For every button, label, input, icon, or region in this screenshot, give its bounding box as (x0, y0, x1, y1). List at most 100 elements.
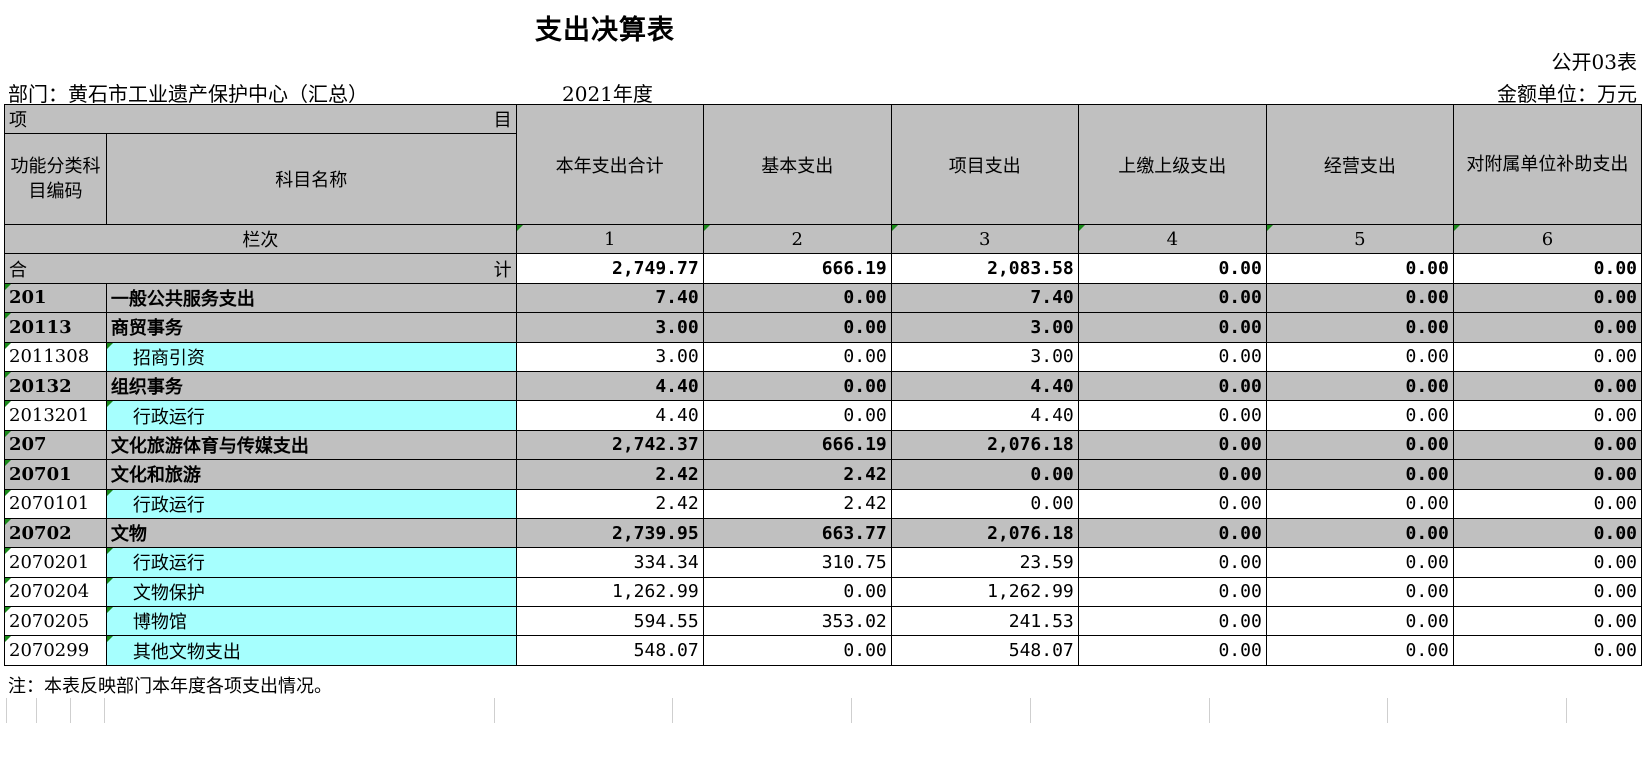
row-name-cell[interactable]: 组织事务 (105, 370, 517, 402)
col-num-4[interactable]: 4 (1077, 223, 1267, 255)
row-upper-cell[interactable]: 0.00 (1077, 370, 1267, 402)
row-project-cell[interactable]: 548.07 (890, 635, 1079, 666)
row-name-cell[interactable]: 文化和旅游 (105, 459, 517, 490)
row-name-cell[interactable]: 其他文物支出 (105, 635, 517, 666)
row-subsidy-cell[interactable]: 0.00 (1452, 547, 1643, 578)
row-code-cell[interactable]: 2070205 (4, 606, 107, 637)
row-business-cell[interactable]: 0.00 (1265, 370, 1454, 402)
row-basic-cell[interactable]: 2.42 (702, 488, 892, 519)
row-code-cell[interactable]: 2070204 (4, 576, 107, 608)
row-code-cell[interactable]: 201 (4, 282, 107, 314)
row-business-cell[interactable]: 0.00 (1265, 635, 1454, 666)
row-total-cell[interactable]: 7.40 (515, 282, 704, 314)
row-basic-cell[interactable]: 666.19 (702, 429, 892, 461)
row-basic-cell[interactable]: 0.00 (702, 576, 892, 608)
row-basic-cell[interactable]: 0.00 (702, 312, 892, 343)
row-project-cell[interactable]: 0.00 (890, 459, 1079, 490)
header-upper[interactable]: 上缴上级支出 (1077, 104, 1267, 225)
row-business-cell[interactable]: 0.00 (1265, 606, 1454, 637)
row-upper-cell[interactable]: 0.00 (1077, 547, 1267, 578)
row-subsidy-cell[interactable]: 0.00 (1452, 400, 1643, 431)
row-basic-cell[interactable]: 0.00 (702, 341, 892, 372)
row-total-cell[interactable]: 3.00 (515, 341, 704, 372)
row-business-cell[interactable]: 0.00 (1265, 429, 1454, 461)
row-basic-cell[interactable]: 310.75 (702, 547, 892, 578)
row-project-cell[interactable]: 3.00 (890, 312, 1079, 343)
row-business-cell[interactable]: 0.00 (1265, 459, 1454, 490)
row-business-cell[interactable]: 0.00 (1265, 488, 1454, 519)
row-business-cell[interactable]: 0.00 (1265, 400, 1454, 431)
row-basic-cell[interactable]: 0.00 (702, 635, 892, 666)
row-project-cell[interactable]: 2,076.18 (890, 429, 1079, 461)
header-code[interactable]: 功能分类科目编码 (4, 133, 107, 225)
row-name-cell[interactable]: 行政运行 (105, 547, 517, 578)
header-business[interactable]: 经营支出 (1265, 104, 1454, 225)
row-name-cell[interactable]: 文化旅游体育与传媒支出 (105, 429, 517, 461)
row-subsidy-cell[interactable]: 0.00 (1452, 488, 1643, 519)
row-basic-cell[interactable]: 0.00 (702, 282, 892, 314)
row-name-cell[interactable]: 文物保护 (105, 576, 517, 608)
sum-label-cell[interactable]: 合 计 (4, 253, 517, 284)
row-name-cell[interactable]: 文物 (105, 517, 517, 549)
row-upper-cell[interactable]: 0.00 (1077, 459, 1267, 490)
row-basic-cell[interactable]: 663.77 (702, 517, 892, 549)
row-project-cell[interactable]: 23.59 (890, 547, 1079, 578)
row-subsidy-cell[interactable]: 0.00 (1452, 576, 1643, 608)
row-project-cell[interactable]: 0.00 (890, 488, 1079, 519)
row-business-cell[interactable]: 0.00 (1265, 282, 1454, 314)
row-name-cell[interactable]: 一般公共服务支出 (105, 282, 517, 314)
row-total-cell[interactable]: 2,739.95 (515, 517, 704, 549)
row-code-cell[interactable]: 20132 (4, 370, 107, 402)
col-num-5[interactable]: 5 (1265, 223, 1454, 255)
row-project-cell[interactable]: 3.00 (890, 341, 1079, 372)
header-project[interactable]: 项目支出 (890, 104, 1079, 225)
row-upper-cell[interactable]: 0.00 (1077, 312, 1267, 343)
row-code-cell[interactable]: 2070201 (4, 547, 107, 578)
row-total-cell[interactable]: 4.40 (515, 370, 704, 402)
row-upper-cell[interactable]: 0.00 (1077, 429, 1267, 461)
row-subsidy-cell[interactable]: 0.00 (1452, 517, 1643, 549)
row-code-cell[interactable]: 2011308 (4, 341, 107, 372)
row-subsidy-cell[interactable]: 0.00 (1452, 341, 1643, 372)
row-total-cell[interactable]: 1,262.99 (515, 576, 704, 608)
sum-basic[interactable]: 666.19 (702, 253, 892, 284)
sum-upper[interactable]: 0.00 (1077, 253, 1267, 284)
row-code-cell[interactable]: 207 (4, 429, 107, 461)
row-code-cell[interactable]: 20702 (4, 517, 107, 549)
col-num-2[interactable]: 2 (702, 223, 892, 255)
row-upper-cell[interactable]: 0.00 (1077, 635, 1267, 666)
item-header-cell[interactable]: 项 目 (4, 104, 517, 134)
row-code-cell[interactable]: 2013201 (4, 400, 107, 431)
row-total-cell[interactable]: 2.42 (515, 459, 704, 490)
row-total-cell[interactable]: 334.34 (515, 547, 704, 578)
row-business-cell[interactable]: 0.00 (1265, 547, 1454, 578)
row-business-cell[interactable]: 0.00 (1265, 576, 1454, 608)
row-upper-cell[interactable]: 0.00 (1077, 400, 1267, 431)
row-basic-cell[interactable]: 2.42 (702, 459, 892, 490)
row-code-cell[interactable]: 20113 (4, 312, 107, 343)
row-code-cell[interactable]: 2070101 (4, 488, 107, 519)
row-upper-cell[interactable]: 0.00 (1077, 282, 1267, 314)
row-subsidy-cell[interactable]: 0.00 (1452, 312, 1643, 343)
row-total-cell[interactable]: 2.42 (515, 488, 704, 519)
row-name-cell[interactable]: 行政运行 (105, 488, 517, 519)
row-business-cell[interactable]: 0.00 (1265, 517, 1454, 549)
row-upper-cell[interactable]: 0.00 (1077, 488, 1267, 519)
col-num-3[interactable]: 3 (890, 223, 1079, 255)
row-basic-cell[interactable]: 0.00 (702, 400, 892, 431)
row-business-cell[interactable]: 0.00 (1265, 341, 1454, 372)
row-code-cell[interactable]: 2070299 (4, 635, 107, 666)
row-total-cell[interactable]: 548.07 (515, 635, 704, 666)
row-name-cell[interactable]: 商贸事务 (105, 312, 517, 343)
row-subsidy-cell[interactable]: 0.00 (1452, 370, 1643, 402)
row-name-cell[interactable]: 行政运行 (105, 400, 517, 431)
sum-total[interactable]: 2,749.77 (515, 253, 704, 284)
sum-business[interactable]: 0.00 (1265, 253, 1454, 284)
header-name[interactable]: 科目名称 (105, 133, 517, 225)
row-project-cell[interactable]: 4.40 (890, 400, 1079, 431)
col-num-6[interactable]: 6 (1452, 223, 1643, 255)
row-basic-cell[interactable]: 353.02 (702, 606, 892, 637)
row-project-cell[interactable]: 2,076.18 (890, 517, 1079, 549)
row-project-cell[interactable]: 7.40 (890, 282, 1079, 314)
row-basic-cell[interactable]: 0.00 (702, 370, 892, 402)
